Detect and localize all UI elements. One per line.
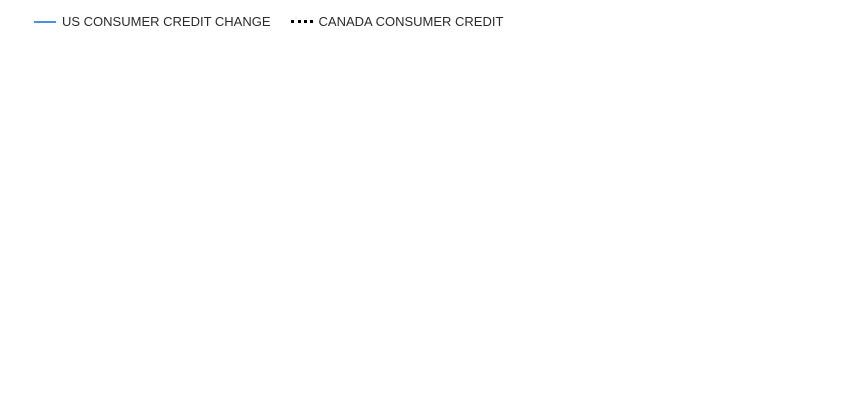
right-tick-label: 620000 [766,296,806,310]
right-tick-label: 660000 [766,225,806,239]
legend-label-canada: CANADA CONSUMER CREDIT [318,14,504,29]
right-tick-label: 720000 [766,118,806,132]
legend-label-us: US CONSUMER CREDIT CHANGE [62,14,271,29]
legend: US CONSUMER CREDIT CHANGE CANADA CONSUME… [34,14,523,29]
left-tick-label: 50 [54,47,68,61]
legend-swatch-us [34,20,56,23]
right-tick-label: 760000 [766,47,806,61]
legend-item-us[interactable]: US CONSUMER CREDIT CHANGE [34,14,271,29]
right-tick-label: 680000 [766,189,806,203]
x-tick-label: 2014 [70,347,97,361]
x-tick-label: 2020 [490,347,517,361]
watermark: TRADINGECONOMICS.COM [682,377,802,387]
left-tick-label: 0 [60,118,67,132]
right-tick-label: 700000 [766,154,806,168]
x-tick-label: 2022 [630,347,657,361]
right-tick-label: 740000 [766,83,806,97]
us-consumer-credit-change-line [74,69,759,286]
x-tick-label: 2016 [210,347,237,361]
right-axis: 760000 740000 720000 700000 680000 660000 6400… [766,47,806,345]
left-axis: 50 0 -50 -100 -150 [43,47,67,345]
right-tick-label: 640000 [766,260,806,274]
legend-item-canada[interactable]: CANADA CONSUMER CREDIT [290,14,504,29]
left-tick-label: -100 [43,260,67,274]
x-axis: 2014 2016 2018 2020 2022 [70,347,657,361]
canada-consumer-credit-line [74,87,756,325]
left-tick-label: -50 [50,189,68,203]
left-tick-label: -150 [43,331,67,345]
grid [75,53,760,344]
legend-swatch-canada [290,20,313,23]
x-tick-label: 2018 [350,347,377,361]
series [74,69,759,325]
right-tick-label: 600000 [766,331,806,345]
